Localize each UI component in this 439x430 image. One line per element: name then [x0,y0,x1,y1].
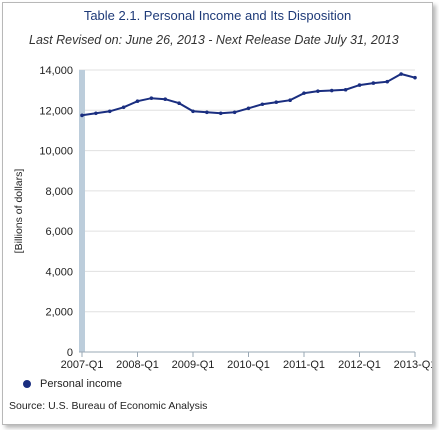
data-point [274,100,279,105]
y-tick-label: 6,000 [45,226,73,238]
y-tick-label: 10,000 [39,146,73,158]
legend-label: Personal income [40,378,122,390]
data-point [149,96,154,100]
data-point [94,111,98,116]
y-tick-label: 2,000 [45,307,73,319]
y-tick-label: 0 [67,347,73,359]
data-point [191,109,195,114]
data-point [316,89,320,93]
x-tick-label: 2008-Q1 [116,359,159,371]
data-point [246,106,251,111]
x-tick-label: 2009-Q1 [172,359,215,371]
y-tick-label: 4,000 [45,266,73,278]
legend-marker [23,380,31,388]
x-tick-label: 2011-Q1 [283,359,325,371]
chart-subtitle: Last Revised on: June 26, 2013 - Next Re… [29,33,399,47]
data-point [413,75,417,80]
y-tick-label: 8,000 [45,186,73,198]
y-tick-label: 14,000 [39,65,73,77]
x-tick-label: 2010-Q1 [227,359,270,371]
data-point [177,101,181,106]
data-point [302,91,306,95]
chart-panel: Table 2.1. Personal Income and Its Dispo… [2,2,433,425]
data-point [205,110,209,115]
data-point [135,99,140,104]
data-point [260,102,265,107]
data-point [329,88,334,93]
data-point [163,97,168,102]
data-point [343,87,348,92]
line-chart: 0 2,000 4,000 6,000 8,000 10,000 12,000 14,000 [… [13,65,432,371]
chart-title: Table 2.1. Personal Income and Its Dispo… [83,8,352,23]
x-tick-label: 2007-Q1 [61,359,104,371]
data-point [218,111,223,116]
source-note: Source: U.S. Bureau of Economic Analysis [9,400,208,412]
y-tick-label: 12,000 [39,105,73,117]
x-tick-label: 2013-Q1 [394,359,432,371]
data-point [385,79,390,84]
data-point [80,113,84,118]
x-tick-label: 2012-Q1 [338,359,381,371]
data-point [232,110,237,115]
data-point [121,105,126,110]
data-point [288,98,292,103]
data-point [107,109,112,114]
y-axis-label: [Billions of dollars] [13,169,25,254]
data-point [357,83,362,87]
legend[interactable]: Personal income [23,377,122,391]
y-axis-bar [79,70,85,352]
data-point [399,72,403,76]
data-point [371,81,376,85]
